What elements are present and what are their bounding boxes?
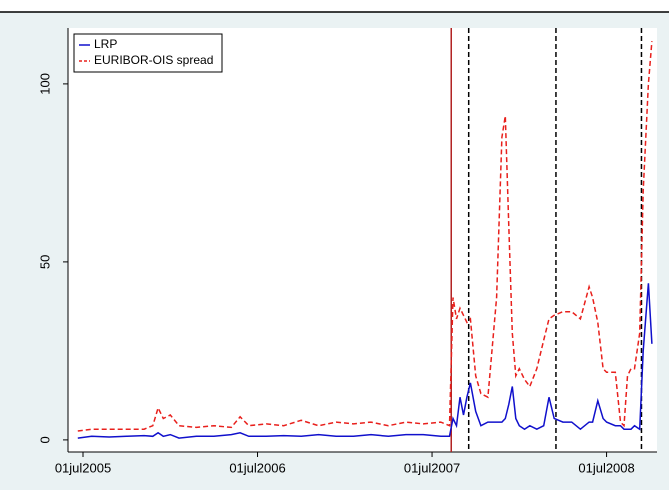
y-tick-label: 0 [37,436,52,443]
x-tick-label: 01jul2008 [578,460,634,475]
legend-label: EURIBOR-OIS spread [94,53,213,67]
y-tick-label: 100 [37,73,52,95]
top-strip [0,0,669,12]
x-tick-label: 01jul2007 [404,460,460,475]
plot-area [68,28,657,452]
series-line [77,283,653,439]
x-tick-label: 01jul2006 [229,460,285,475]
y-tick-label: 50 [37,255,52,269]
legend-box [73,33,223,73]
series-line [77,41,653,432]
legend-label: LRP [94,37,117,51]
x-tick-label: 01jul2005 [55,460,111,475]
